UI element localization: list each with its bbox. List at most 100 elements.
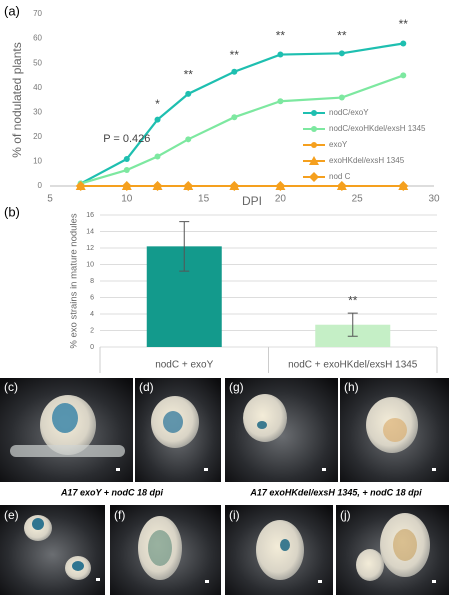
x-tick-label: 10 [121, 194, 133, 205]
y-tick-label: 2 [90, 327, 94, 334]
panel-label: (b) [4, 204, 20, 219]
photos [0, 378, 449, 595]
caption: A17 exoY + nodC 18 dpi [60, 487, 164, 497]
x-tick-label: 25 [352, 194, 364, 205]
marker [75, 181, 86, 191]
marker [185, 90, 192, 97]
marker [152, 181, 163, 191]
y-tick-label: 4 [90, 311, 94, 318]
y-tick-label: 10 [33, 157, 42, 166]
stain [148, 530, 172, 566]
nodule [243, 394, 287, 442]
marker [123, 167, 130, 174]
x-axis-label: DPI [242, 194, 262, 208]
y-tick-label: 6 [90, 294, 94, 301]
marker [309, 172, 319, 182]
marker [231, 114, 238, 121]
marker [311, 126, 317, 132]
nodule [256, 520, 304, 580]
y-tick-label: 12 [86, 245, 94, 252]
marker [336, 181, 347, 191]
x-tick-label: 5 [47, 194, 53, 205]
x-tick-label: 20 [275, 194, 287, 205]
error-bar [179, 221, 190, 272]
marker [277, 98, 284, 105]
legend-label: nod C [329, 172, 351, 181]
legend-label: nodC/exoHKdel/exsH 1345 [329, 124, 426, 133]
panel-label: (c) [4, 380, 18, 394]
annotation: * [155, 97, 160, 111]
photo [0, 505, 105, 595]
stain [72, 561, 84, 571]
annotation: ** [230, 48, 240, 62]
panel-label: (d) [139, 380, 154, 394]
x-tick-label: 15 [198, 194, 210, 205]
marker [275, 181, 286, 191]
marker [400, 72, 407, 79]
x-tick-label: nodC + exoY [155, 360, 213, 371]
marker [154, 116, 161, 123]
marker [309, 156, 319, 165]
y-axis-label: % of nodulated plants [10, 42, 24, 157]
stain [52, 403, 78, 433]
panel-label: (a) [4, 3, 20, 18]
y-tick-label: 20 [33, 132, 42, 141]
y-tick-label: 60 [33, 34, 42, 43]
caption: A17 exoHKdel/exsH 1345, + nodC 18 dpi [249, 487, 422, 497]
marker [311, 110, 317, 116]
y-axis-label: % exo strains in mature nodules [69, 213, 80, 348]
annotation: ** [399, 17, 409, 31]
panel-label: (j) [340, 508, 351, 522]
marker [398, 181, 409, 191]
y-tick-label: 16 [86, 212, 94, 219]
marker [400, 40, 407, 47]
annotation: P = 0.426 [103, 133, 150, 145]
annotation: ** [348, 293, 358, 307]
marker [154, 153, 161, 160]
panel-label: (h) [344, 380, 359, 394]
y-tick-label: 70 [33, 9, 42, 18]
stain [393, 529, 417, 561]
panel-label: (g) [229, 380, 244, 394]
marker [277, 51, 284, 58]
y-tick-label: 50 [33, 58, 42, 67]
stain [383, 418, 407, 442]
panel-label: (e) [4, 508, 19, 522]
marker [338, 50, 345, 57]
stain [280, 539, 290, 551]
x-tick-label: 30 [428, 194, 440, 205]
marker [338, 94, 345, 101]
y-tick-label: 0 [38, 181, 43, 190]
marker [231, 68, 238, 75]
panel-label: (f) [114, 508, 125, 522]
y-tick-label: 0 [90, 344, 94, 351]
stain [257, 421, 267, 429]
root [10, 445, 125, 457]
annotation: ** [276, 28, 286, 42]
marker [121, 181, 132, 191]
legend-label: nodC/exoY [329, 108, 369, 117]
y-tick-label: 40 [33, 83, 42, 92]
marker [123, 155, 130, 162]
y-tick-label: 30 [33, 107, 42, 116]
annotation: ** [184, 68, 194, 82]
y-tick-label: 8 [90, 278, 94, 285]
y-tick-label: 10 [86, 261, 94, 268]
marker [229, 181, 240, 191]
marker [183, 181, 194, 191]
legend-label: exoY [329, 140, 348, 149]
stain [32, 518, 44, 530]
annotation: ** [337, 28, 347, 42]
y-tick-label: 14 [86, 228, 94, 235]
legend-label: exoHKdel/exsH 1345 [329, 156, 405, 165]
x-tick-label: nodC + exoHKdel/exsH 1345 [288, 360, 418, 371]
stain [163, 411, 183, 433]
marker [185, 136, 192, 143]
nodule [356, 549, 384, 581]
series-line [80, 74, 404, 185]
series-line [80, 42, 404, 185]
marker [311, 142, 317, 148]
panel-label: (i) [229, 508, 240, 522]
error-bar [347, 312, 358, 337]
